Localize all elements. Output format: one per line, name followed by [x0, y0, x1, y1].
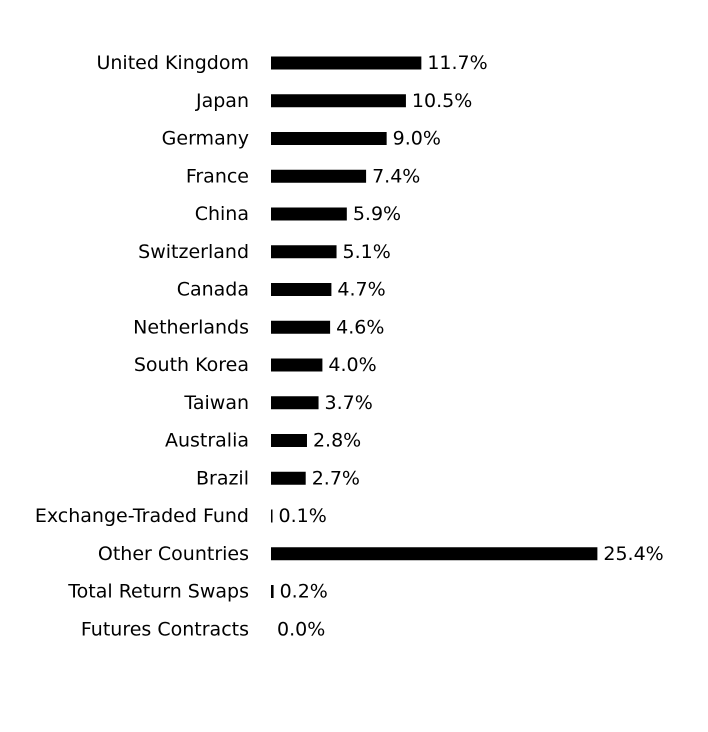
- category-label: Taiwan: [183, 392, 249, 414]
- bar: [271, 358, 323, 372]
- category-label: Brazil: [196, 467, 249, 489]
- category-label: Canada: [177, 279, 249, 301]
- value-label: 7.4%: [372, 165, 420, 187]
- bar: [271, 207, 347, 221]
- bar: [271, 509, 273, 523]
- value-label: 4.6%: [336, 316, 384, 338]
- value-label: 4.7%: [337, 279, 385, 301]
- value-label: 10.5%: [412, 90, 472, 112]
- category-label: Futures Contracts: [81, 618, 249, 640]
- value-label: 2.7%: [312, 467, 360, 489]
- bar: [271, 132, 387, 145]
- value-label: 0.0%: [277, 618, 325, 640]
- category-label: Exchange-Traded Fund: [35, 505, 249, 527]
- category-label: United Kingdom: [96, 52, 249, 74]
- value-label: 5.9%: [353, 203, 401, 225]
- bar: [271, 320, 331, 334]
- bar: [271, 169, 367, 183]
- category-label: Other Countries: [98, 543, 249, 565]
- category-label: Total Return Swaps: [67, 581, 249, 603]
- bar: [271, 245, 337, 259]
- value-label: 11.7%: [427, 52, 487, 74]
- bar: [271, 94, 406, 108]
- value-label: 0.1%: [279, 505, 327, 527]
- category-label: Germany: [162, 128, 249, 150]
- bar: [271, 56, 422, 70]
- bar: [271, 396, 319, 410]
- value-label: 4.0%: [328, 354, 376, 376]
- value-label: 5.1%: [343, 241, 391, 263]
- bar: [271, 283, 332, 296]
- category-label: Australia: [165, 430, 249, 452]
- value-label: 3.7%: [325, 392, 373, 414]
- category-label: Japan: [195, 90, 249, 112]
- value-label: 25.4%: [603, 543, 663, 565]
- bar: [271, 547, 598, 561]
- value-label: 0.2%: [280, 581, 328, 603]
- value-label: 2.8%: [313, 430, 361, 452]
- category-label: France: [186, 165, 249, 187]
- value-label: 9.0%: [393, 128, 441, 150]
- bar: [271, 434, 307, 447]
- category-label: South Korea: [134, 354, 249, 376]
- category-label: China: [195, 203, 249, 225]
- bar: [271, 585, 274, 598]
- category-label: Netherlands: [133, 316, 249, 338]
- bar: [271, 471, 306, 485]
- category-label: Switzerland: [138, 241, 249, 263]
